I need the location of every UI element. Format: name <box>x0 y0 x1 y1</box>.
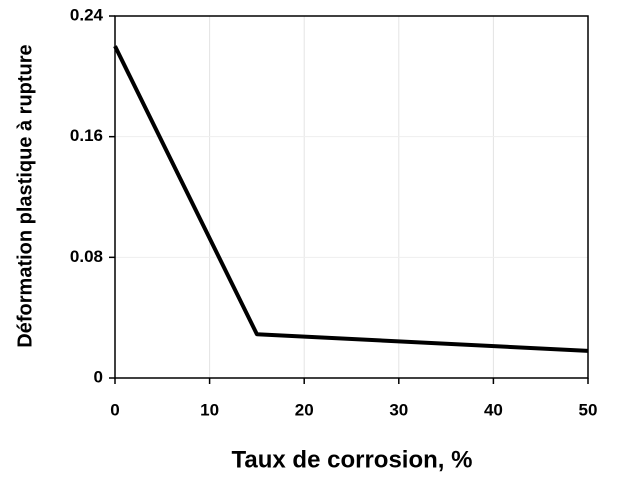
x-tick-label: 10 <box>200 400 219 419</box>
x-tick-label: 30 <box>389 400 408 419</box>
plot-frame <box>114 15 589 379</box>
x-tick-label: 0 <box>110 400 119 419</box>
y-tick-label: 0 <box>94 367 103 386</box>
x-tick-label: 50 <box>579 400 598 419</box>
data-line <box>113 45 589 353</box>
y-tick-label: 0.16 <box>70 126 103 145</box>
x-axis-title: Taux de corrosion, % <box>232 446 473 473</box>
y-tick-label: 0.08 <box>70 247 103 266</box>
y-axis-title: Déformation plastique à rupture <box>14 44 36 347</box>
x-tick-label: 20 <box>295 400 314 419</box>
x-tick-label: 40 <box>484 400 503 419</box>
y-tick-label: 0.24 <box>70 5 104 24</box>
